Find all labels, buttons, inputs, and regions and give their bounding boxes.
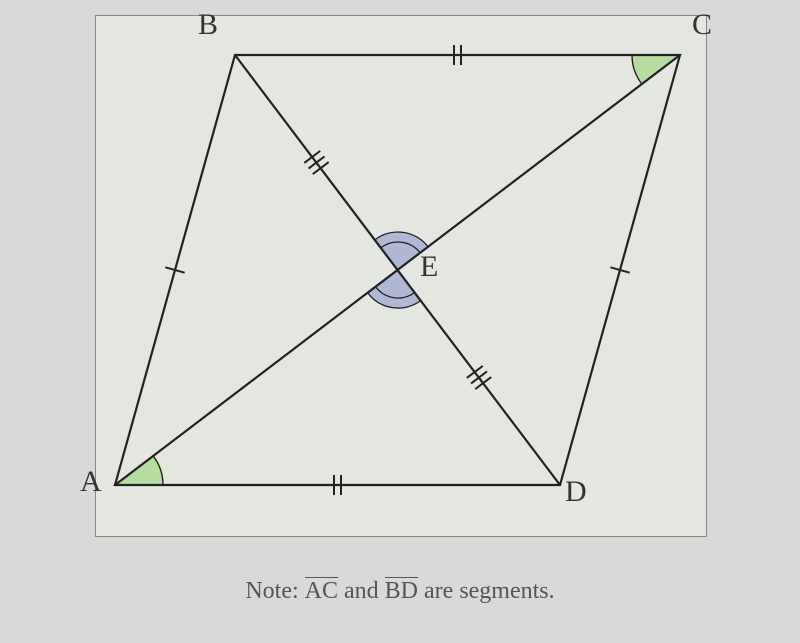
vertex-label-B: B <box>198 8 218 42</box>
vertex-label-C: C <box>692 8 712 42</box>
vertex-label-E: E <box>420 250 438 284</box>
geometry-diagram <box>0 0 800 643</box>
vertex-label-A: A <box>80 465 102 499</box>
vertex-label-D: D <box>565 475 587 509</box>
note-text: Note: AC and BD are segments. <box>0 578 800 605</box>
